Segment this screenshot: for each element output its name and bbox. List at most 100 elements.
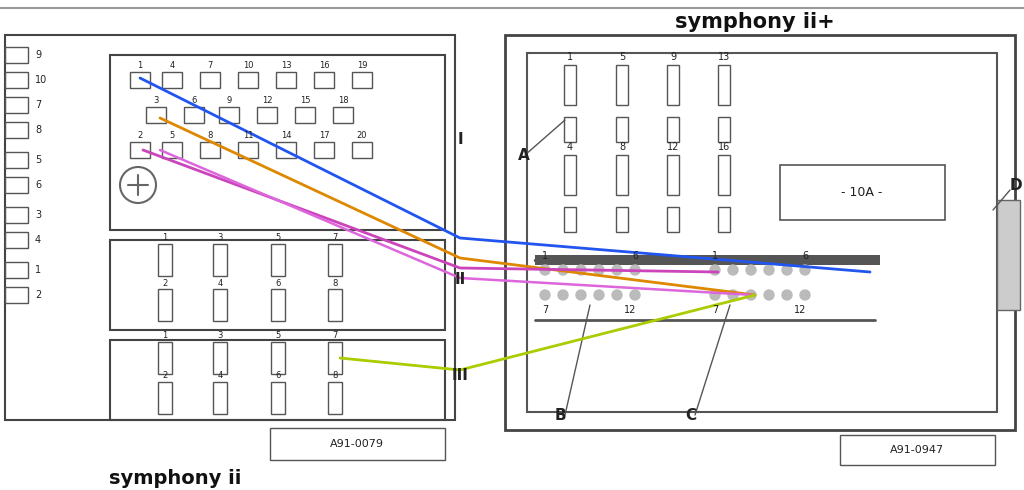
Circle shape: [630, 290, 640, 300]
Bar: [110, 240, 445, 330]
Text: 2: 2: [163, 371, 168, 381]
Bar: [257, 107, 278, 123]
Bar: [271, 382, 285, 414]
Text: III: III: [452, 368, 468, 383]
Circle shape: [710, 290, 720, 300]
Circle shape: [558, 265, 568, 275]
Text: I: I: [457, 132, 463, 147]
Bar: [5, 97, 28, 113]
Text: 4: 4: [567, 142, 573, 152]
Bar: [667, 155, 679, 195]
Bar: [200, 142, 220, 158]
Circle shape: [575, 290, 586, 300]
Bar: [564, 65, 575, 105]
Bar: [616, 65, 628, 105]
Text: 8: 8: [207, 131, 213, 141]
Bar: [184, 107, 204, 123]
Text: A91-0079: A91-0079: [330, 439, 384, 449]
Bar: [276, 142, 296, 158]
Text: 9: 9: [670, 52, 676, 62]
Bar: [527, 53, 997, 412]
Text: 6: 6: [275, 371, 281, 381]
Text: 4: 4: [217, 371, 222, 381]
Text: B: B: [555, 408, 566, 422]
Text: 17: 17: [318, 131, 330, 141]
Bar: [270, 428, 445, 460]
Text: 9: 9: [226, 97, 231, 105]
Text: 3: 3: [154, 97, 159, 105]
Text: D: D: [1010, 177, 1023, 193]
Text: 18: 18: [338, 97, 348, 105]
Text: 5: 5: [275, 332, 281, 341]
Bar: [158, 289, 172, 321]
Text: 1: 1: [567, 52, 573, 62]
Bar: [213, 244, 227, 276]
Bar: [158, 382, 172, 414]
Circle shape: [764, 290, 774, 300]
Bar: [5, 47, 28, 63]
Bar: [564, 207, 575, 232]
Bar: [5, 35, 455, 420]
Bar: [718, 65, 730, 105]
Text: 12: 12: [794, 305, 806, 315]
Text: 5: 5: [169, 131, 175, 141]
Bar: [564, 118, 575, 143]
Text: symphony ii+: symphony ii+: [675, 12, 835, 32]
Bar: [162, 72, 182, 88]
Bar: [352, 72, 372, 88]
Text: 16: 16: [318, 62, 330, 71]
Bar: [616, 155, 628, 195]
Text: 4: 4: [35, 235, 41, 245]
Bar: [162, 142, 182, 158]
Bar: [158, 244, 172, 276]
Text: 12: 12: [667, 142, 679, 152]
Text: 10: 10: [243, 62, 253, 71]
Bar: [5, 152, 28, 168]
Text: 11: 11: [243, 131, 253, 141]
Text: 1: 1: [137, 62, 142, 71]
Text: 4: 4: [217, 278, 222, 288]
Bar: [328, 244, 342, 276]
Text: 1: 1: [542, 251, 548, 261]
Text: 6: 6: [802, 251, 808, 261]
Bar: [110, 55, 445, 230]
Circle shape: [575, 265, 586, 275]
Circle shape: [612, 265, 622, 275]
Circle shape: [630, 265, 640, 275]
Text: 6: 6: [632, 251, 638, 261]
Text: 9: 9: [35, 50, 41, 60]
Bar: [271, 289, 285, 321]
Bar: [667, 118, 679, 143]
Text: 19: 19: [356, 62, 368, 71]
Text: 3: 3: [217, 332, 222, 341]
Bar: [667, 207, 679, 232]
Circle shape: [612, 290, 622, 300]
Circle shape: [728, 265, 738, 275]
Bar: [295, 107, 315, 123]
Bar: [505, 35, 1015, 430]
Text: 3: 3: [217, 234, 222, 243]
Text: 7: 7: [333, 234, 338, 243]
Bar: [780, 165, 945, 220]
Bar: [5, 177, 28, 193]
Circle shape: [764, 265, 774, 275]
Text: 5: 5: [35, 155, 41, 165]
Bar: [5, 72, 28, 88]
Bar: [5, 207, 28, 223]
Text: 13: 13: [281, 62, 291, 71]
Bar: [5, 122, 28, 138]
Text: 13: 13: [718, 52, 730, 62]
Bar: [667, 65, 679, 105]
Bar: [271, 342, 285, 374]
Circle shape: [540, 265, 550, 275]
Bar: [5, 262, 28, 278]
Circle shape: [800, 265, 810, 275]
Text: 6: 6: [35, 180, 41, 190]
Bar: [219, 107, 239, 123]
Text: - 10A -: - 10A -: [842, 186, 883, 198]
Bar: [238, 142, 258, 158]
Bar: [276, 72, 296, 88]
Text: 1: 1: [35, 265, 41, 275]
Circle shape: [782, 290, 792, 300]
Bar: [840, 435, 995, 465]
